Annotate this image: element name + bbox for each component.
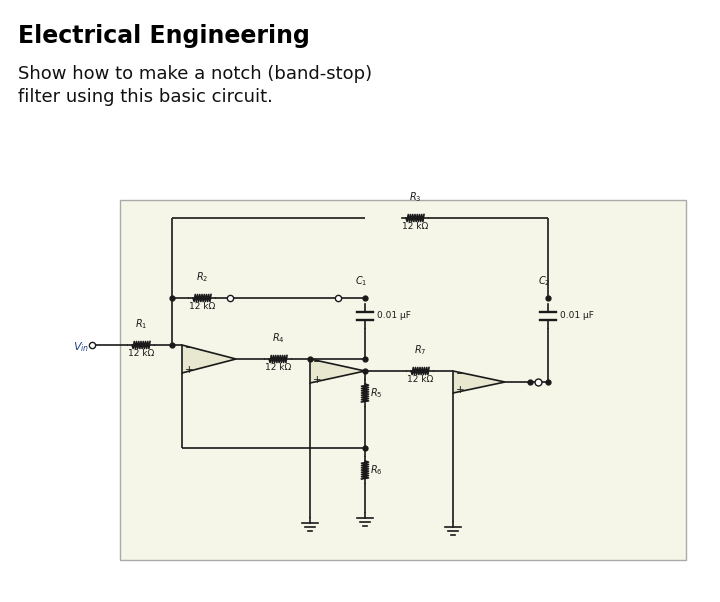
Text: 12 kΩ: 12 kΩ xyxy=(402,222,428,231)
Polygon shape xyxy=(182,345,236,373)
Text: 0.01 μF: 0.01 μF xyxy=(560,311,594,320)
Text: 12 kΩ: 12 kΩ xyxy=(265,363,291,372)
Text: $C_2$: $C_2$ xyxy=(538,274,550,288)
Text: Electrical Engineering: Electrical Engineering xyxy=(18,24,310,48)
Text: $R_3$: $R_3$ xyxy=(409,190,421,204)
Text: −: − xyxy=(312,357,321,367)
Text: +: + xyxy=(185,365,193,375)
Polygon shape xyxy=(310,359,365,383)
Text: $R_1$: $R_1$ xyxy=(135,317,147,331)
Text: +: + xyxy=(456,385,464,395)
Text: −: − xyxy=(456,369,464,379)
Text: filter using this basic circuit.: filter using this basic circuit. xyxy=(18,88,273,106)
Text: $R_7$: $R_7$ xyxy=(414,343,426,357)
Text: 12 kΩ: 12 kΩ xyxy=(407,375,433,384)
Text: 0.01 μF: 0.01 μF xyxy=(377,311,411,320)
Text: 12 kΩ: 12 kΩ xyxy=(128,349,154,358)
Text: Show how to make a notch (band-stop): Show how to make a notch (band-stop) xyxy=(18,65,372,83)
Text: $C_1$: $C_1$ xyxy=(355,274,367,288)
Text: +: + xyxy=(312,375,321,385)
Text: $R_5$: $R_5$ xyxy=(370,386,382,400)
Text: 12 kΩ: 12 kΩ xyxy=(189,302,215,311)
Text: $V_{in}$: $V_{in}$ xyxy=(73,340,89,354)
Text: −: − xyxy=(184,343,194,353)
Bar xyxy=(120,200,686,560)
Text: $R_2$: $R_2$ xyxy=(196,270,208,284)
Polygon shape xyxy=(453,371,505,393)
Text: $R_4$: $R_4$ xyxy=(271,331,284,345)
Text: $R_6$: $R_6$ xyxy=(370,463,382,477)
